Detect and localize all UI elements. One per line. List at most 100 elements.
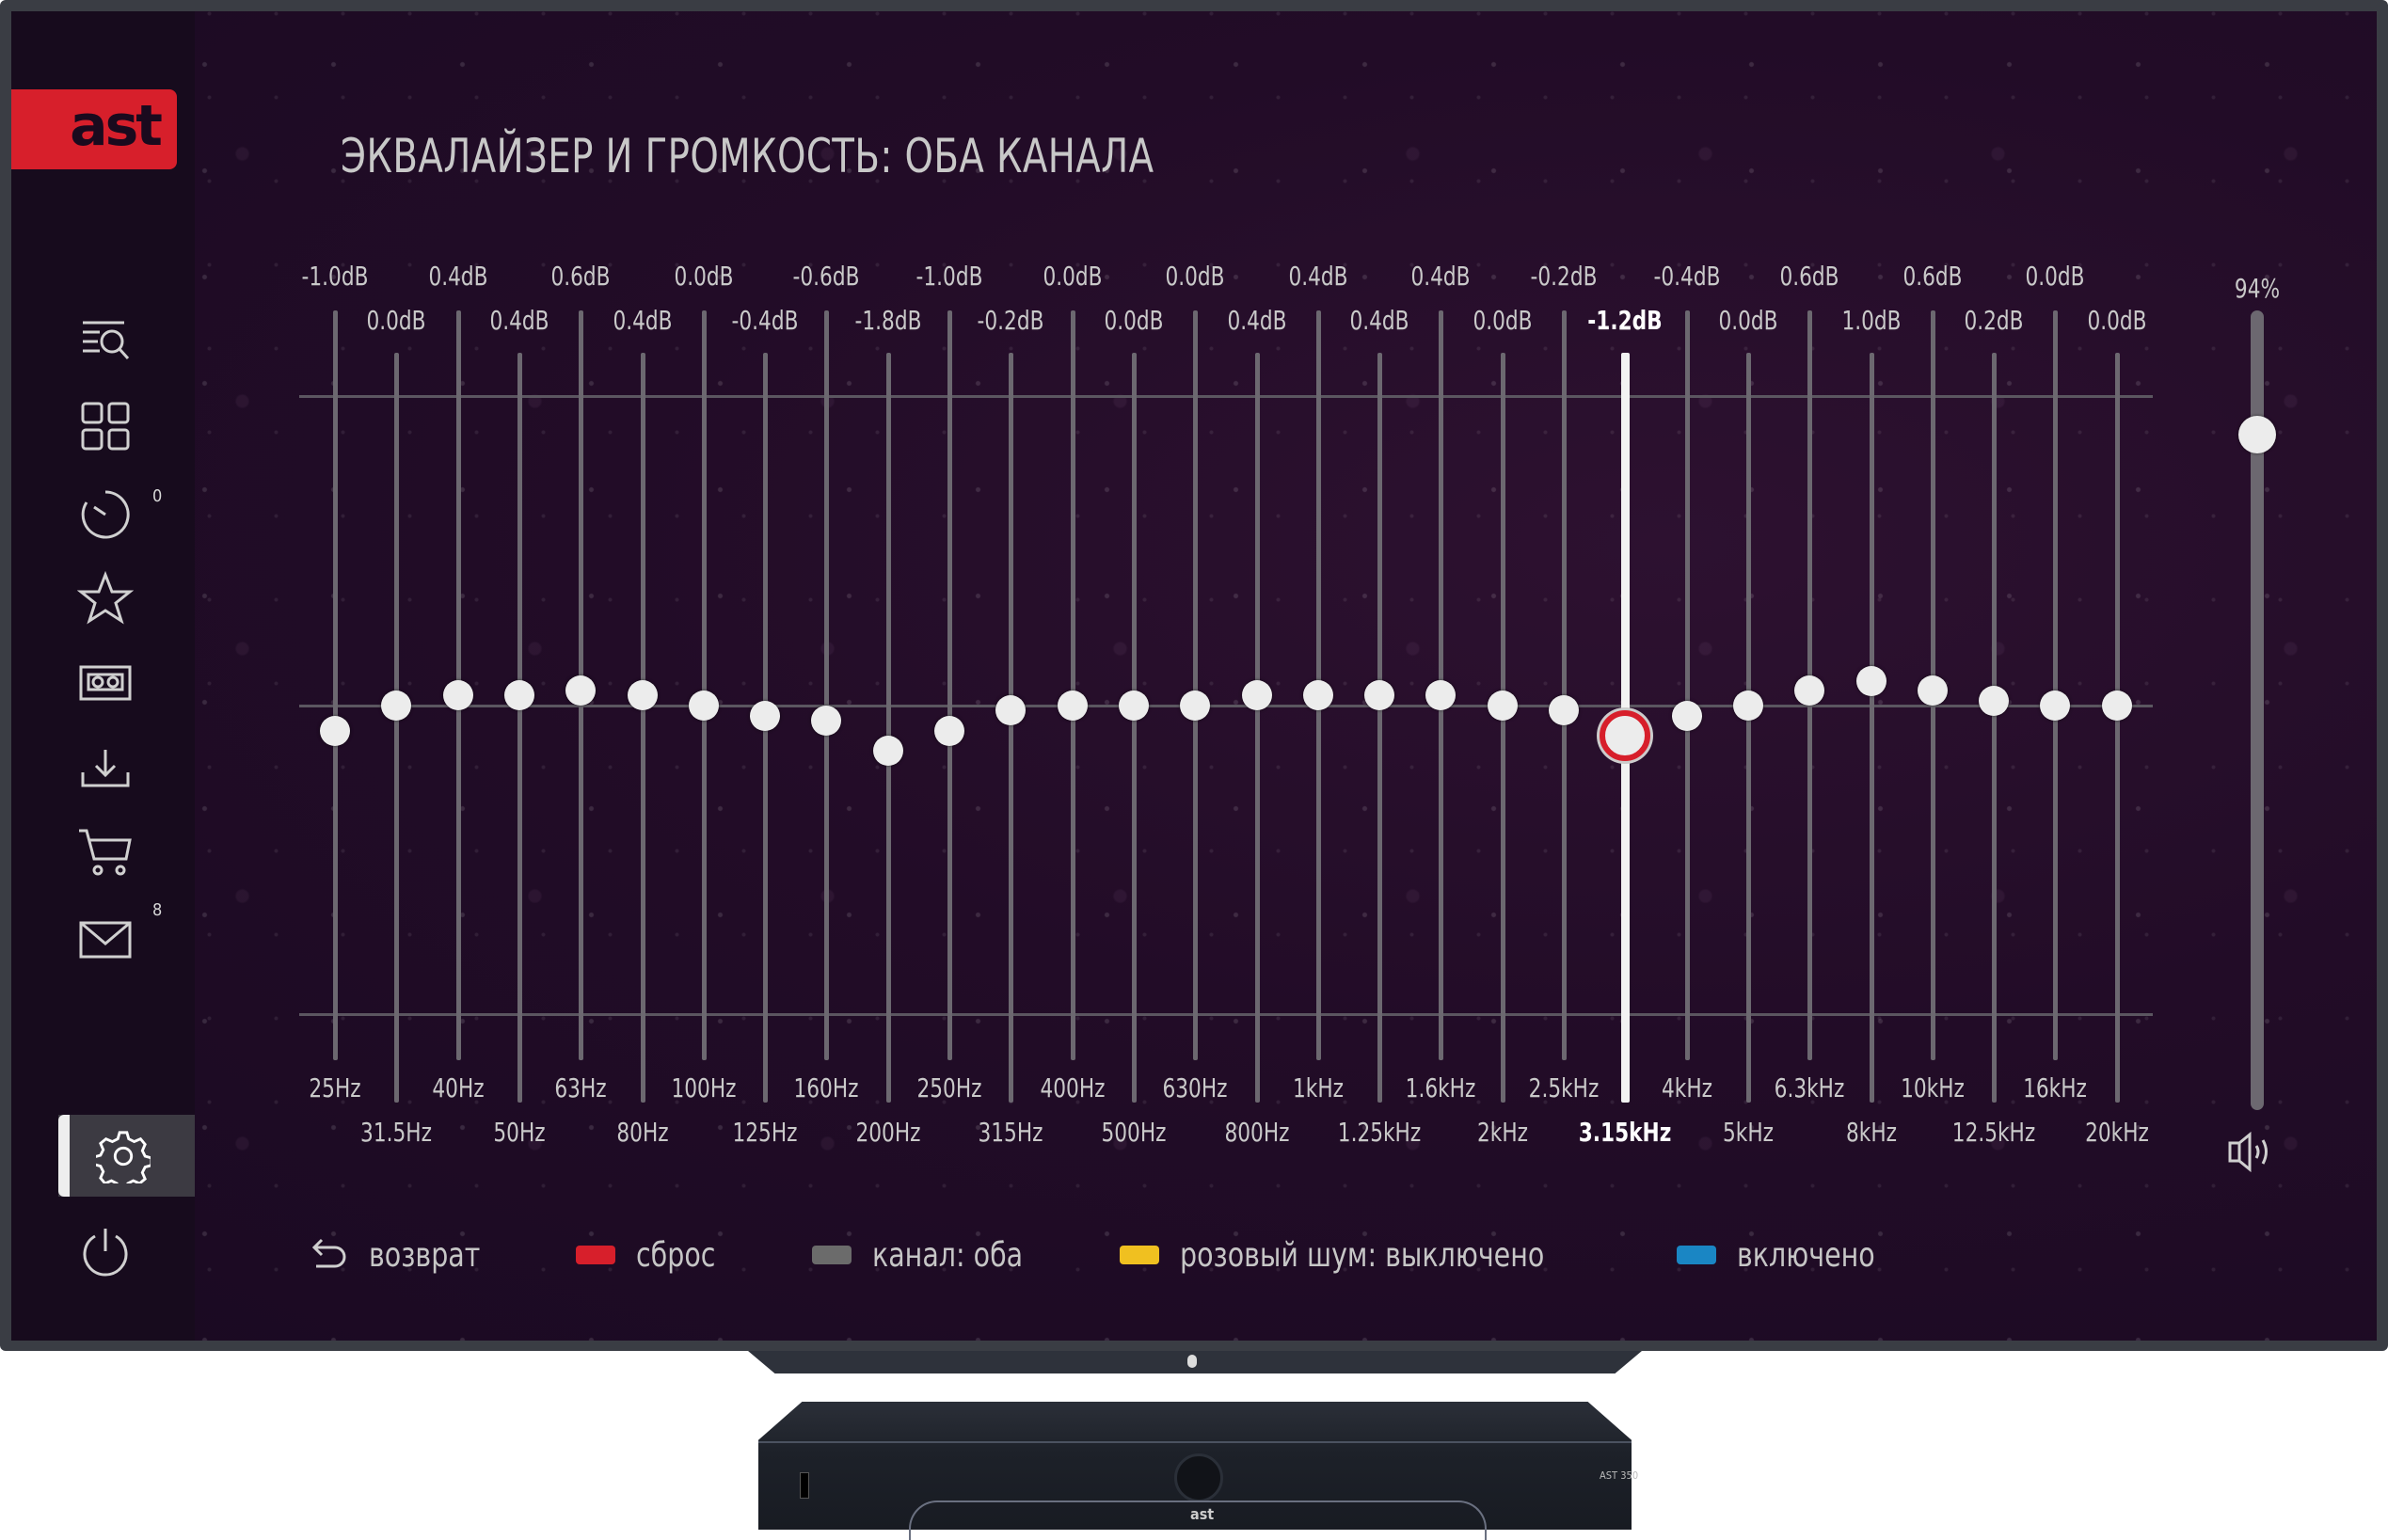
eq-slider-knob[interactable] bbox=[1118, 691, 1149, 721]
eq-slider-knob[interactable] bbox=[934, 715, 964, 746]
eq-slider-knob[interactable] bbox=[1732, 691, 1763, 721]
eq-slider-track[interactable] bbox=[1254, 353, 1260, 1103]
download-icon bbox=[81, 750, 130, 787]
yellow-key-swatch bbox=[1120, 1246, 1159, 1264]
sidebar-item-downloads[interactable] bbox=[77, 740, 134, 797]
sidebar-item-grid[interactable] bbox=[77, 400, 134, 456]
eq-frequency-label: 31.5Hz bbox=[360, 1117, 433, 1148]
eq-gain-label: 0.4dB bbox=[612, 305, 673, 336]
sidebar-item-search-list[interactable] bbox=[77, 315, 134, 372]
eq-slider-track[interactable] bbox=[1500, 353, 1505, 1103]
eq-slider-track[interactable] bbox=[885, 353, 891, 1103]
eq-slider-track[interactable] bbox=[824, 310, 830, 1060]
sidebar-item-favorites[interactable] bbox=[77, 571, 134, 627]
eq-slider-track[interactable] bbox=[1562, 310, 1567, 1060]
eq-slider-knob[interactable] bbox=[1549, 695, 1579, 726]
eq-slider-track[interactable] bbox=[1009, 353, 1014, 1103]
eq-frequency-label: 250Hz bbox=[916, 1072, 982, 1103]
set-top-box-model: AST 350 bbox=[1600, 1469, 1639, 1482]
eq-slider-track[interactable] bbox=[1745, 353, 1751, 1103]
eq-gain-label: -0.2dB bbox=[977, 305, 1044, 336]
eq-gain-label: 0.0dB bbox=[674, 261, 734, 292]
sidebar-item-shop[interactable] bbox=[77, 825, 134, 881]
eq-slider-track[interactable] bbox=[1193, 310, 1199, 1060]
speaker-icon bbox=[2228, 1131, 2268, 1173]
eq-slider-knob[interactable] bbox=[442, 680, 473, 711]
eq-slider-knob[interactable] bbox=[1364, 680, 1395, 711]
eq-slider-knob[interactable] bbox=[2040, 691, 2071, 721]
eq-slider-track[interactable] bbox=[701, 310, 707, 1060]
eq-slider-knob[interactable] bbox=[1794, 675, 1825, 706]
eq-frequency-label: 1kHz bbox=[1292, 1072, 1344, 1103]
eq-slider-knob[interactable] bbox=[688, 691, 719, 721]
sidebar-item-power[interactable] bbox=[77, 1225, 134, 1281]
eq-slider-track[interactable] bbox=[1070, 310, 1075, 1060]
eq-slider-knob[interactable] bbox=[811, 705, 842, 736]
eq-slider-knob[interactable] bbox=[1425, 680, 1457, 711]
eq-slider-track[interactable] bbox=[1992, 353, 1998, 1103]
volume-slider[interactable] bbox=[2251, 310, 2264, 1110]
eq-slider-knob[interactable] bbox=[995, 695, 1027, 726]
eq-gain-label: 0.4dB bbox=[1288, 261, 1348, 292]
enabled-label: включено bbox=[1737, 1235, 1875, 1275]
red-key-swatch bbox=[576, 1246, 615, 1264]
eq-slider-knob[interactable] bbox=[565, 675, 597, 706]
eq-frequency-label: 630Hz bbox=[1162, 1072, 1228, 1103]
eq-slider-knob[interactable] bbox=[750, 700, 781, 731]
back-button[interactable]: возврат bbox=[310, 1231, 496, 1278]
eq-gain-label: 0.6dB bbox=[550, 261, 611, 292]
eq-slider-track[interactable] bbox=[947, 310, 952, 1060]
back-label: возврат bbox=[369, 1235, 481, 1275]
ast-logo: ast bbox=[11, 89, 177, 169]
eq-slider-track[interactable] bbox=[1684, 310, 1690, 1060]
sidebar-item-messages[interactable] bbox=[77, 910, 134, 966]
eq-gain-label: 0.6dB bbox=[1902, 261, 1963, 292]
volume-knob[interactable] bbox=[2238, 416, 2276, 453]
eq-slider-track[interactable] bbox=[2053, 310, 2059, 1060]
channel-button[interactable]: канал: оба bbox=[812, 1231, 1043, 1278]
channel-label: канал: оба bbox=[872, 1235, 1024, 1275]
sidebar-item-settings[interactable] bbox=[58, 1115, 195, 1197]
eq-slider-knob[interactable] bbox=[1855, 665, 1887, 696]
reset-button[interactable]: сброс bbox=[576, 1231, 726, 1278]
page-title: ЭКВАЛАЙЗЕР И ГРОМКОСТЬ: ОБА КАНАЛА bbox=[341, 129, 1154, 183]
eq-slider-track[interactable] bbox=[1131, 353, 1137, 1103]
grid-line-top bbox=[299, 395, 2153, 398]
eq-slider-knob[interactable] bbox=[2101, 691, 2132, 721]
sidebar-item-recordings[interactable] bbox=[77, 656, 134, 712]
eq-slider-knob[interactable] bbox=[320, 715, 350, 746]
eq-slider-track[interactable] bbox=[640, 353, 645, 1103]
eq-frequency-label: 125Hz bbox=[732, 1117, 798, 1148]
eq-slider-knob[interactable] bbox=[627, 680, 658, 711]
eq-gain-label: -1.0dB bbox=[915, 261, 983, 292]
set-top-box-brand: ast bbox=[1190, 1505, 1215, 1523]
eq-slider-track[interactable] bbox=[1377, 353, 1383, 1103]
eq-slider-knob[interactable] bbox=[503, 680, 534, 711]
eq-slider-track[interactable] bbox=[1869, 353, 1874, 1103]
sidebar-item-timer[interactable] bbox=[77, 486, 134, 543]
eq-slider-track[interactable] bbox=[333, 310, 338, 1060]
eq-slider-knob[interactable] bbox=[1241, 680, 1272, 711]
eq-gain-label: 0.4dB bbox=[1226, 305, 1287, 336]
eq-slider-track[interactable] bbox=[394, 353, 400, 1103]
eq-slider-knob[interactable] bbox=[1487, 691, 1518, 721]
eq-frequency-label: 500Hz bbox=[1101, 1117, 1167, 1148]
eq-slider-knob[interactable] bbox=[1917, 675, 1948, 706]
eq-slider-knob[interactable] bbox=[1180, 691, 1211, 721]
gray-key-swatch bbox=[812, 1246, 852, 1264]
eq-frequency-label: 1.6kHz bbox=[1406, 1072, 1476, 1103]
eq-slider-knob[interactable] bbox=[1302, 680, 1333, 711]
eq-slider-knob[interactable] bbox=[1979, 685, 2010, 716]
eq-slider-knob[interactable] bbox=[872, 735, 903, 766]
eq-slider-knob[interactable] bbox=[381, 691, 412, 721]
eq-slider-track[interactable] bbox=[2114, 353, 2120, 1103]
eq-frequency-label: 50Hz bbox=[493, 1117, 546, 1148]
eq-slider-knob[interactable] bbox=[1600, 709, 1651, 761]
enabled-button[interactable]: включено bbox=[1677, 1231, 1894, 1278]
eq-slider-track[interactable] bbox=[517, 353, 522, 1103]
eq-slider-knob[interactable] bbox=[1671, 700, 1702, 731]
eq-slider-knob[interactable] bbox=[1057, 691, 1088, 721]
eq-frequency-label: 25Hz bbox=[309, 1072, 361, 1103]
pink-noise-button[interactable]: розовый шум: выключено bbox=[1120, 1231, 1594, 1278]
eq-frequency-label: 100Hz bbox=[671, 1072, 737, 1103]
